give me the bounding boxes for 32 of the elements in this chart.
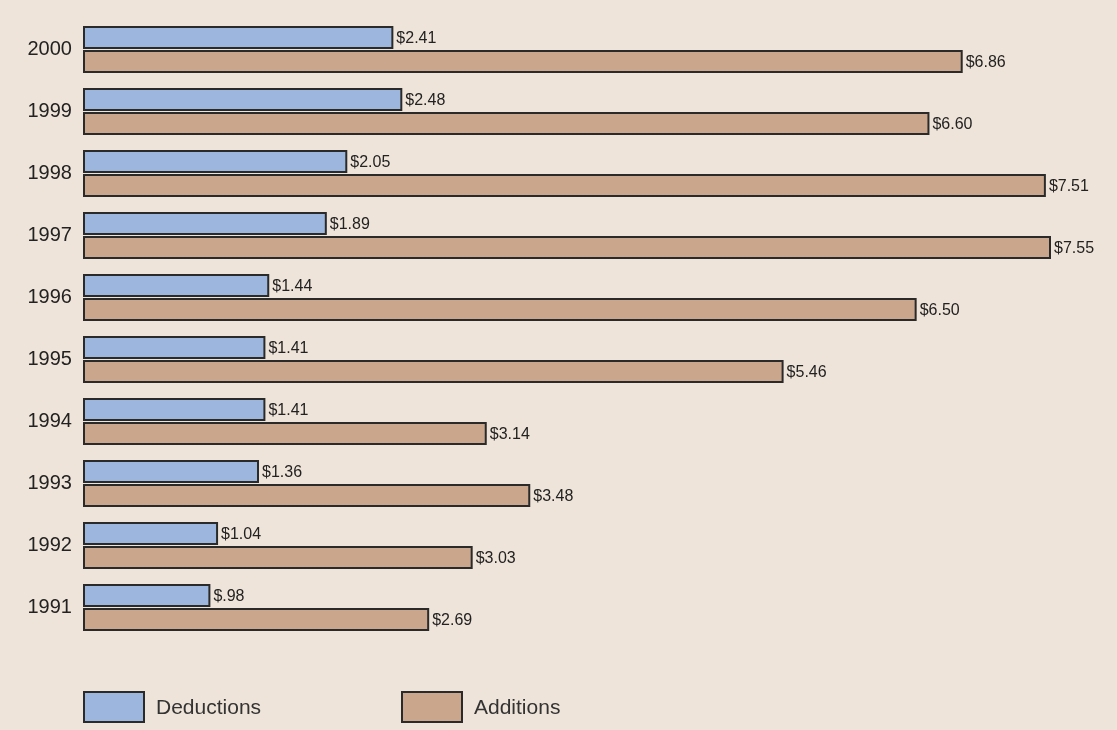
y-tick-label: 1996 <box>27 284 72 307</box>
y-tick-label: 1997 <box>27 222 72 245</box>
data-label: $2.69 <box>432 610 473 628</box>
data-label: $7.55 <box>1054 238 1095 256</box>
y-tick-label: 2000 <box>27 36 72 59</box>
legend-label: Additions <box>474 694 561 718</box>
y-tick-label: 1994 <box>27 408 72 431</box>
y-tick-label: 1992 <box>27 532 72 555</box>
data-label: $6.60 <box>932 114 973 132</box>
data-label: $3.14 <box>489 424 530 442</box>
data-label: $1.89 <box>329 214 370 232</box>
y-tick-label: 1993 <box>27 470 72 493</box>
data-label: $2.48 <box>405 90 446 108</box>
data-label: $.98 <box>213 586 245 604</box>
y-tick-label: 1991 <box>27 594 72 617</box>
data-label: $1.44 <box>272 276 313 294</box>
y-tick-label: 1998 <box>27 160 72 183</box>
legend-label: Deductions <box>156 694 262 718</box>
data-label: $1.41 <box>268 400 309 418</box>
data-label: $6.50 <box>919 300 960 318</box>
data-label: $1.41 <box>268 338 309 356</box>
y-tick-label: 1995 <box>27 346 72 369</box>
data-label: $3.48 <box>533 486 574 504</box>
data-label: $2.05 <box>350 152 391 170</box>
y-tick-label: 1999 <box>27 98 72 121</box>
data-label: $3.03 <box>475 548 516 566</box>
data-label: $1.36 <box>262 462 303 480</box>
data-label: $7.51 <box>1048 176 1090 194</box>
data-label: $1.04 <box>221 524 262 542</box>
data-label: $2.41 <box>396 28 437 46</box>
data-label: $6.86 <box>965 52 1006 70</box>
data-label: $5.46 <box>786 362 827 380</box>
